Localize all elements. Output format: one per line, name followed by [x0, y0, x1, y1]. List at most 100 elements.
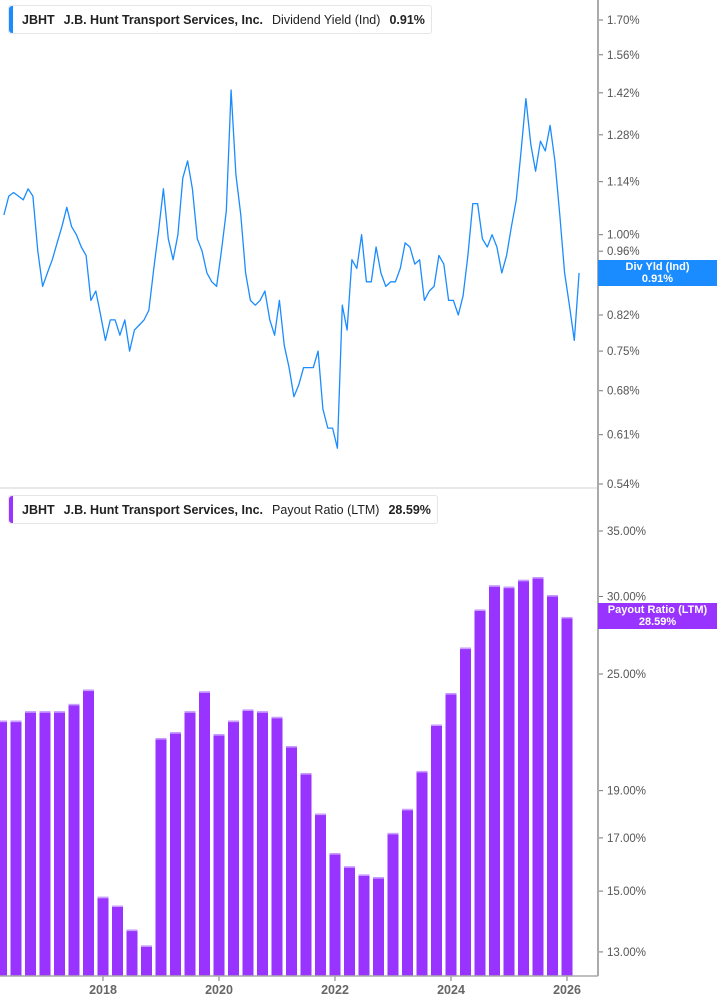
payout-bar-cap — [25, 711, 36, 713]
x-tick-label: 2024 — [437, 983, 465, 997]
payout-bar — [358, 874, 370, 976]
payout-bar — [271, 716, 283, 976]
payout-bar-cap — [518, 579, 529, 582]
y-tick-label: 1.70% — [607, 15, 640, 27]
payout-bar — [402, 808, 413, 976]
payout-bar — [112, 905, 123, 976]
payout-bar-cap — [257, 711, 268, 713]
payout-bar-cap — [286, 746, 297, 748]
payout-bar — [213, 734, 225, 976]
payout-bar-cap — [97, 896, 109, 899]
payout-bar — [170, 732, 181, 976]
payout-bar — [155, 738, 167, 976]
bottom-legend: JBHT J.B. Hunt Transport Services, Inc. … — [8, 495, 438, 524]
legend-ticker: JBHT — [22, 12, 55, 27]
payout-bar — [561, 616, 573, 976]
payout-bar — [286, 746, 297, 976]
payout-bar-cap — [0, 720, 7, 723]
payout-bar-cap — [170, 732, 181, 734]
payout-bar-cap — [39, 711, 51, 713]
payout-bar-cap — [68, 703, 80, 706]
payout-bar — [54, 711, 65, 976]
x-tick-label: 2026 — [553, 983, 581, 997]
x-tick-label: 2022 — [321, 983, 349, 997]
tag-value: 0.91% — [641, 273, 674, 285]
payout-bar-cap — [83, 689, 94, 692]
y-tick-label: 1.28% — [607, 130, 640, 142]
payout-bar-cap — [547, 595, 558, 597]
payout-bar — [387, 832, 399, 976]
payout-bar-cap — [315, 813, 326, 816]
payout-bar — [547, 595, 558, 976]
yield-legend-swatch — [9, 6, 13, 33]
tag-value: 28.59% — [638, 616, 677, 628]
y-tick-label: 1.56% — [607, 50, 640, 62]
payout-bar-cap — [242, 709, 254, 711]
top-legend: JBHT J.B. Hunt Transport Services, Inc. … — [8, 5, 432, 34]
payout-bar-cap — [561, 616, 573, 619]
payout-bar-cap — [532, 577, 544, 579]
payout-bar-cap — [54, 711, 65, 713]
y-tick-label: 0.75% — [607, 346, 640, 358]
y-tick-label: 15.00% — [607, 886, 646, 898]
y-tick-label: 30.00% — [607, 592, 646, 604]
legend-metric: Payout Ratio (LTM) — [272, 502, 380, 517]
payout-bar — [329, 853, 341, 976]
payout-bar — [68, 703, 80, 976]
payout-bar — [503, 586, 515, 976]
y-tick-label: 25.00% — [607, 669, 646, 681]
payout-bar — [474, 609, 486, 976]
legend-metric: Dividend Yield (Ind) — [272, 12, 381, 27]
payout-bar-cap — [358, 874, 370, 876]
legend-company: J.B. Hunt Transport Services, Inc. — [63, 12, 264, 27]
payout-bar-cap — [126, 929, 138, 932]
y-tick-label: 1.42% — [607, 88, 640, 100]
payout-bar — [257, 711, 268, 976]
payout-bar — [25, 711, 36, 976]
x-tick-label: 2020 — [205, 983, 233, 997]
legend-value: 0.91% — [389, 12, 425, 27]
payout-bar — [344, 866, 355, 976]
payout-bar-cap — [184, 711, 196, 713]
legend-value: 28.59% — [388, 502, 431, 517]
payout-bar-cap — [10, 720, 22, 723]
y-tick-label: 0.96% — [607, 246, 640, 258]
y-tick-label: 0.68% — [607, 386, 640, 398]
y-tick-label: 35.00% — [607, 526, 646, 538]
payout-bar — [300, 773, 312, 976]
payout-bar-cap — [141, 945, 152, 947]
payout-bar-cap — [503, 586, 515, 589]
payout-bar-cap — [199, 691, 210, 693]
payout-bar — [532, 577, 544, 976]
y-tick-label: 19.00% — [607, 786, 646, 798]
payout-bar-cap — [155, 738, 167, 740]
payout-bar — [416, 770, 428, 976]
y-tick-label: 0.61% — [607, 430, 640, 442]
payout-bar — [39, 711, 51, 976]
tag-label: Payout Ratio (LTM) — [607, 604, 708, 616]
payout-bar-cap — [344, 866, 355, 868]
payout-bar-cap — [474, 609, 486, 611]
payout-bar-cap — [489, 585, 500, 587]
payout-bar — [431, 724, 442, 976]
dividend-yield-line — [3, 89, 580, 449]
payout-bar — [445, 693, 457, 976]
payout-bar-cap — [213, 734, 225, 736]
payout-bar — [10, 720, 22, 976]
payout-bar — [489, 585, 500, 976]
payout-bar-cap — [271, 716, 283, 719]
payout-bar-cap — [431, 724, 442, 726]
payout-bar — [315, 813, 326, 976]
payout-bar — [518, 579, 529, 976]
y-tick-label: 1.14% — [607, 177, 640, 189]
payout-bar-cap — [416, 770, 428, 773]
payout-bar-cap — [387, 832, 399, 835]
payout-bar-cap — [228, 720, 239, 723]
payout-bar — [97, 896, 109, 976]
payout-bar — [83, 689, 94, 976]
y-tick-label: 1.00% — [607, 230, 640, 242]
y-tick-label: 13.00% — [607, 947, 646, 959]
y-tick-label: 0.54% — [607, 479, 640, 491]
yield-current-tag: Div Yld (Ind) 0.91% — [598, 260, 717, 286]
